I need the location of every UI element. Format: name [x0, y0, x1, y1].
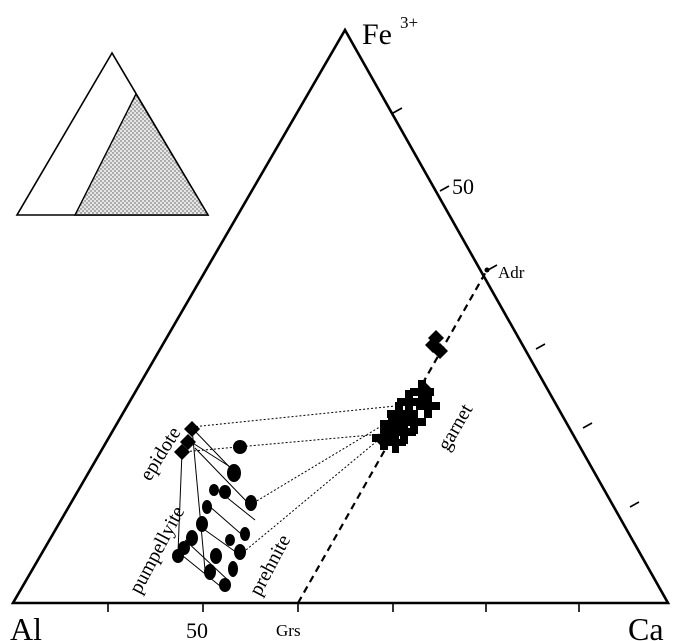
- tie-lines: [181, 404, 406, 556]
- vertex-label-fe-superscript: 3+: [400, 13, 418, 32]
- inset-shaded-subtriangle: [73, 92, 210, 216]
- vertex-label-fe: Fe: [362, 18, 392, 51]
- grs-adr-join-line: [297, 269, 488, 604]
- endmember-label-adr: Adr: [498, 263, 525, 282]
- bottom-edge-tick-label-50: 50: [186, 618, 208, 641]
- garnet-points: [372, 330, 448, 453]
- right-edge-ticks: [392, 107, 640, 508]
- pumpellyite-prehnite-points: [172, 440, 257, 592]
- vertex-label-al: Al: [10, 611, 42, 641]
- inset-triangle: [15, 51, 210, 216]
- right-edge-tick-label-50: 50: [452, 174, 474, 199]
- bottom-edge-ticks: [107, 603, 580, 612]
- vertex-label-ca: Ca: [628, 611, 664, 641]
- endmember-label-grs: Grs: [276, 621, 301, 640]
- main-triangle-outline: [10, 27, 671, 605]
- epidote-points: [174, 421, 200, 460]
- adr-point: [484, 267, 490, 273]
- mineral-label-prehnite: prehnite: [245, 531, 295, 599]
